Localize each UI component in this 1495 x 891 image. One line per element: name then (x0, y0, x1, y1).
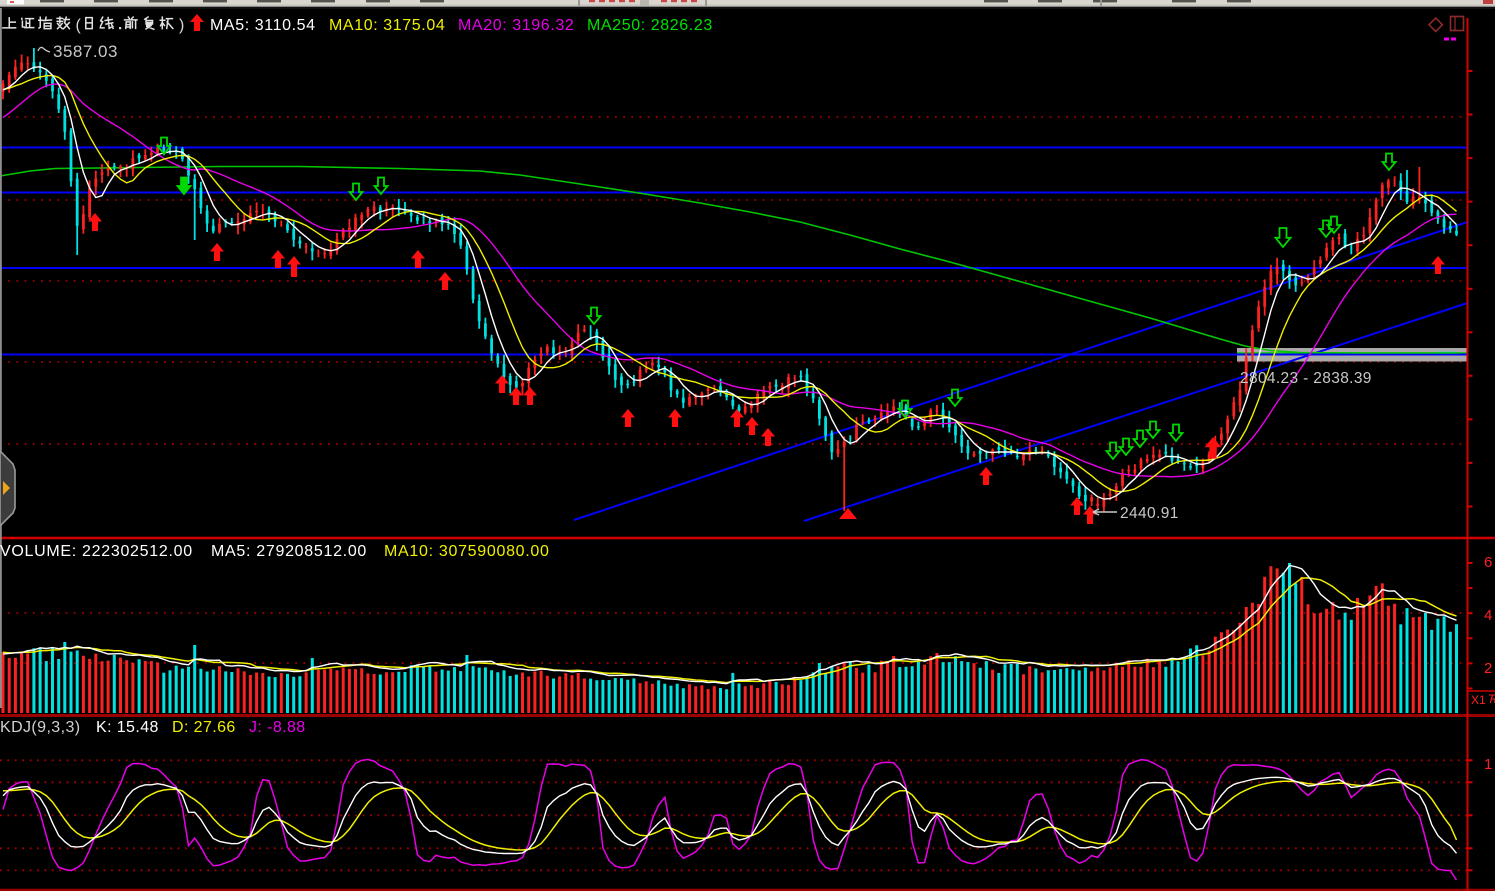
svg-text:2440.91: 2440.91 (1120, 505, 1179, 522)
svg-text:): ) (179, 17, 184, 34)
svg-text:3587.03: 3587.03 (53, 42, 118, 61)
svg-text:6: 6 (1484, 554, 1492, 571)
svg-text:(: ( (76, 17, 82, 34)
svg-text:MA10: 3175.04: MA10: 3175.04 (329, 17, 445, 34)
svg-text:KDJ(9,3,3): KDJ(9,3,3) (0, 719, 80, 736)
svg-text:MA10: 307590080.00: MA10: 307590080.00 (384, 543, 550, 560)
svg-text:2: 2 (1484, 660, 1492, 677)
svg-text:2804.23 - 2838.39: 2804.23 - 2838.39 (1240, 370, 1372, 387)
svg-text:MA250: 2826.23: MA250: 2826.23 (587, 17, 713, 34)
svg-text:VOLUME: 222302512.00: VOLUME: 222302512.00 (0, 543, 193, 560)
svg-text:4: 4 (1484, 607, 1492, 624)
svg-text:X1: X1 (1471, 693, 1486, 707)
svg-text:J: -8.88: J: -8.88 (249, 719, 306, 736)
svg-text:MA5: 3110.54: MA5: 3110.54 (210, 17, 316, 34)
svg-text:MA5: 279208512.00: MA5: 279208512.00 (211, 543, 367, 560)
svg-text:D: 27.66: D: 27.66 (172, 719, 236, 736)
svg-text:MA20: 3196.32: MA20: 3196.32 (458, 17, 574, 34)
svg-text:K: 15.48: K: 15.48 (96, 719, 159, 736)
svg-text:1: 1 (1484, 756, 1492, 773)
